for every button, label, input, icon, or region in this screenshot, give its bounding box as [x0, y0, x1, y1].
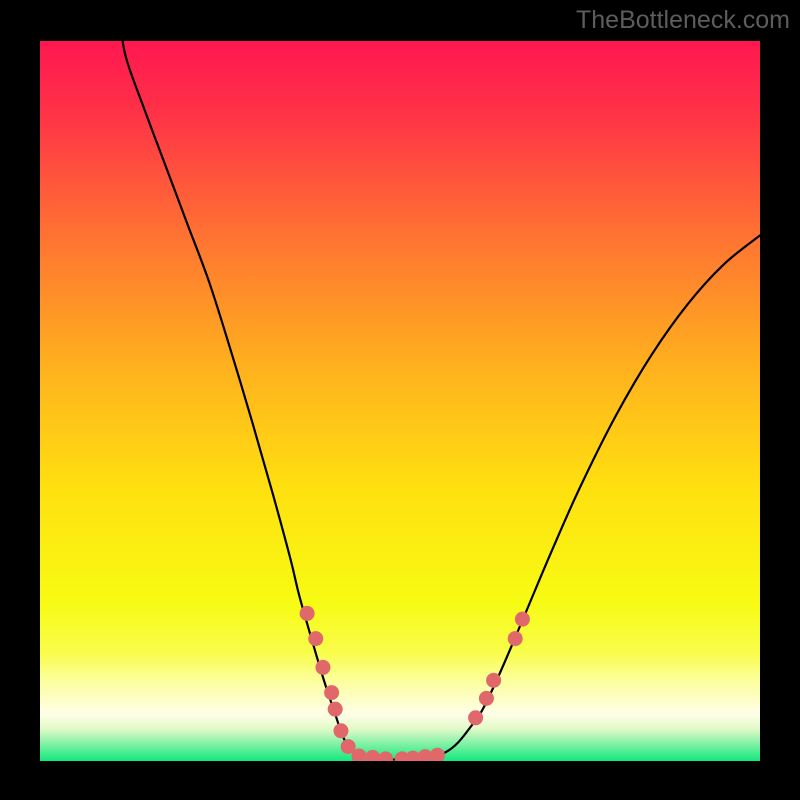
data-point: [333, 723, 348, 738]
chart-frame: TheBottleneck.com: [0, 0, 800, 800]
data-point: [479, 691, 494, 706]
data-point: [315, 660, 330, 675]
data-point: [430, 748, 445, 761]
watermark: TheBottleneck.com: [576, 6, 790, 35]
data-point: [365, 750, 380, 761]
data-point: [378, 751, 393, 761]
data-point: [328, 702, 343, 717]
data-point: [515, 612, 530, 627]
bottleneck-curve: [121, 41, 760, 760]
marker-group: [300, 606, 530, 761]
curve-overlay: [40, 41, 760, 761]
plot-area: [40, 41, 760, 761]
data-point: [486, 673, 501, 688]
data-point: [324, 685, 339, 700]
data-point: [468, 710, 483, 725]
data-point: [300, 606, 315, 621]
data-point: [508, 631, 523, 646]
data-point: [308, 631, 323, 646]
